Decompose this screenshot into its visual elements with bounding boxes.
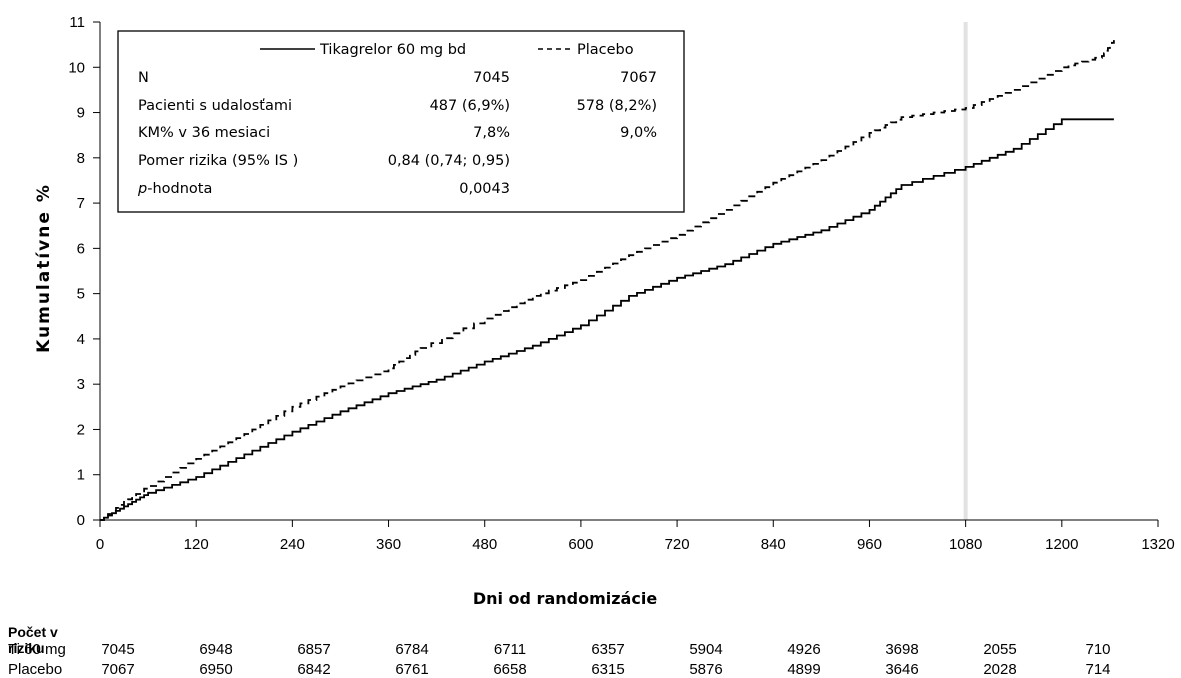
at-risk-cell: 5904 xyxy=(689,641,722,658)
legend-row-tikagrelor-value: 7,8% xyxy=(473,125,510,141)
y-tick-label: 9 xyxy=(77,105,85,122)
at-risk-cell: 3698 xyxy=(885,641,918,658)
x-tick-label: 1200 xyxy=(1045,536,1078,553)
legend-series-solid: Tikagrelor 60 mg bd xyxy=(319,42,466,58)
at-risk-cell: 710 xyxy=(1085,641,1110,658)
at-risk-cell: 6842 xyxy=(297,661,330,678)
legend-series-dashed: Placebo xyxy=(577,42,634,58)
x-tick-label: 600 xyxy=(568,536,593,553)
y-tick-label: 4 xyxy=(77,331,85,348)
at-risk-cell: 2028 xyxy=(983,661,1016,678)
legend-pvalue-italic: p xyxy=(137,181,147,197)
legend-pvalue-label: p-hodnota xyxy=(137,181,212,197)
at-risk-cell: 714 xyxy=(1085,661,1110,678)
x-tick-label: 720 xyxy=(665,536,690,553)
x-tick-label: 240 xyxy=(280,536,305,553)
y-tick-label: 10 xyxy=(68,59,85,76)
x-axis-label: Dni od randomizácie xyxy=(473,589,658,608)
at-risk-cell: 6711 xyxy=(494,641,526,658)
axes: 0 1 2 3 4 5 6 7 8 9 10 11 0 120 240 360 480 600 720 840 960 1… xyxy=(68,14,1174,553)
at-risk-cell: 6948 xyxy=(199,641,232,658)
x-tick-label: 960 xyxy=(857,536,882,553)
at-risk-cell: 5876 xyxy=(689,661,722,678)
at-risk-cell: 6658 xyxy=(493,661,526,678)
at-risk-row-label: Ti 60 mg xyxy=(8,641,66,658)
legend-row-placebo-value: 7067 xyxy=(620,70,657,86)
legend-pvalue-value: 0,0043 xyxy=(459,181,510,197)
at-risk-cell: 2055 xyxy=(983,641,1016,658)
at-risk-cell: 4926 xyxy=(787,641,820,658)
legend-box xyxy=(117,30,685,213)
legend: Tikagrelor 60 mg bd Placebo N 7045 7067 Pacie… xyxy=(117,30,685,213)
x-tick-label: 1320 xyxy=(1141,536,1174,553)
x-tick-label: 120 xyxy=(184,536,209,553)
x-tick-label: 480 xyxy=(472,536,497,553)
y-tick-label: 1 xyxy=(77,467,85,484)
at-risk-cell: 3646 xyxy=(885,661,918,678)
legend-row-tikagrelor-value: 7045 xyxy=(473,70,510,86)
legend-row-label: Pomer rizika (95% IS ) xyxy=(138,153,298,169)
legend-row-placebo-value: 578 (8,2%) xyxy=(577,98,657,114)
y-tick-label: 6 xyxy=(77,240,85,257)
legend-pvalue-rest: -hodnota xyxy=(147,181,212,197)
at-risk-cell: 6784 xyxy=(395,641,428,658)
y-axis-label: Kumulatívne % xyxy=(34,183,54,353)
legend-row-tikagrelor-value: 0,84 (0,74; 0,95) xyxy=(388,153,510,169)
at-risk-header-line1: Počet v xyxy=(8,624,58,640)
legend-row-label: KM% v 36 mesiaci xyxy=(138,125,270,141)
at-risk-row-label: Placebo xyxy=(8,661,62,678)
at-risk-cell: 6950 xyxy=(199,661,232,678)
at-risk-cell: 6761 xyxy=(395,661,428,678)
x-tick-label: 1080 xyxy=(949,536,982,553)
legend-row-placebo-value: 9,0% xyxy=(620,125,657,141)
y-tick-label: 2 xyxy=(77,421,85,438)
x-tick-label: 0 xyxy=(96,536,104,553)
at-risk-cell: 4899 xyxy=(787,661,820,678)
at-risk-cell: 6315 xyxy=(591,661,624,678)
at-risk-cell: 7045 xyxy=(101,641,134,658)
at-risk-cell: 7067 xyxy=(101,661,134,678)
legend-row-label: N xyxy=(138,70,149,86)
reference-line-1080 xyxy=(963,22,968,520)
at-risk-cell: 6357 xyxy=(591,641,624,658)
y-tick-label: 3 xyxy=(77,376,85,393)
tikagrelor-series-line xyxy=(100,118,1114,521)
y-tick-label: 7 xyxy=(77,195,85,212)
at-risk-cell: 6857 xyxy=(297,641,330,658)
y-tick-label: 5 xyxy=(77,286,85,303)
y-tick-label: 11 xyxy=(69,14,85,31)
legend-row-tikagrelor-value: 487 (6,9%) xyxy=(430,98,510,114)
y-tick-label: 8 xyxy=(77,150,85,167)
y-tick-label: 0 xyxy=(77,512,85,529)
x-tick-label: 360 xyxy=(376,536,401,553)
reference-line-layer xyxy=(963,22,968,520)
x-tick-label: 840 xyxy=(761,536,786,553)
series-layer xyxy=(100,40,1115,521)
at-risk-header-line2: riziku xyxy=(8,640,45,656)
legend-row-label: Pacienti s udalosťami xyxy=(138,98,292,114)
placebo-series-line xyxy=(100,40,1115,521)
